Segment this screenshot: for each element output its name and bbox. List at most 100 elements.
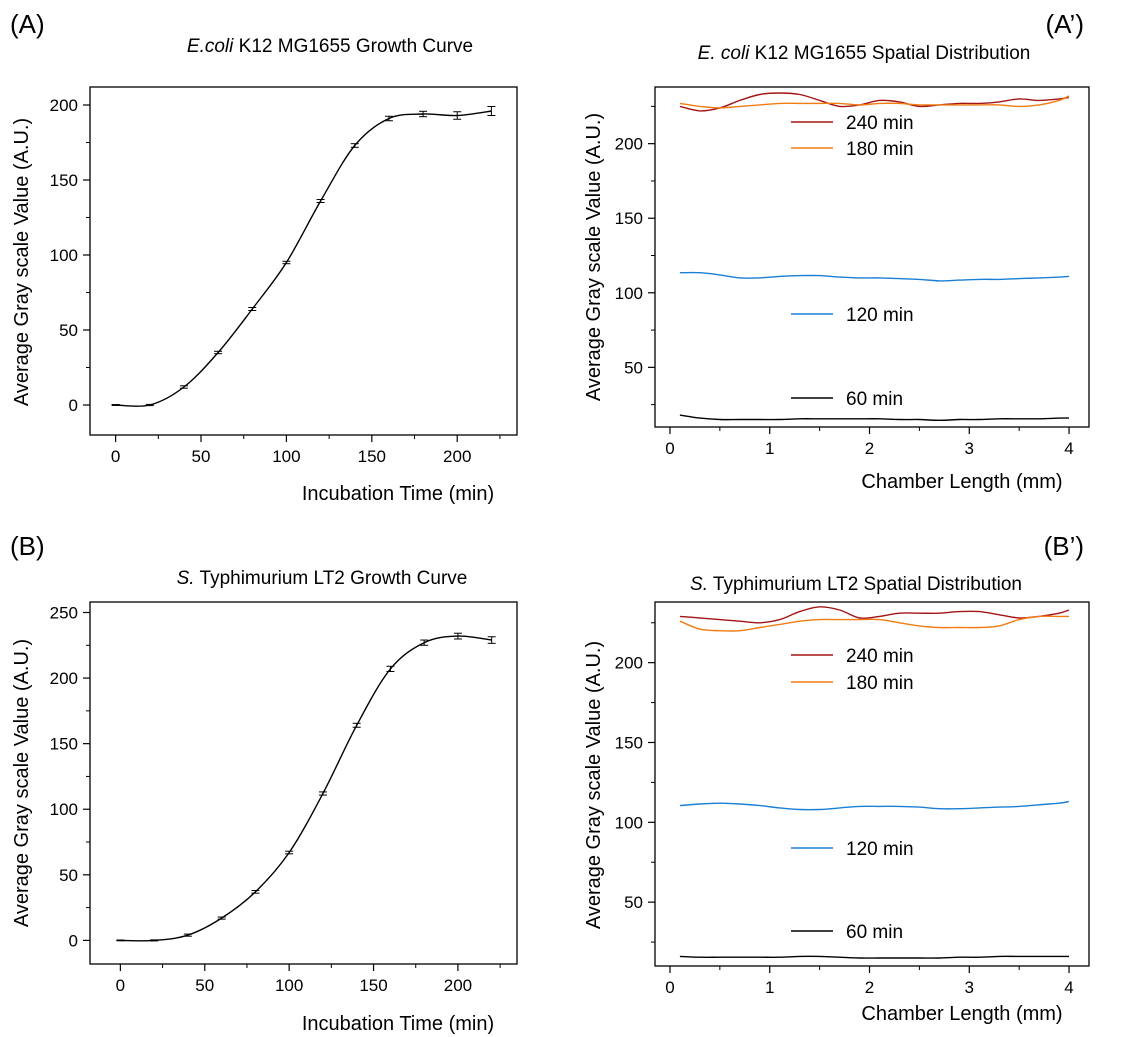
error-bar — [419, 110, 428, 118]
error-bar — [217, 916, 226, 920]
panel-label: (A’) — [1045, 9, 1084, 39]
series-line — [679, 95, 1070, 109]
x-tick-label: 150 — [358, 447, 386, 466]
chart-title-rest: K12 MG1655 Spatial Distribution — [749, 43, 1030, 64]
error-bar — [116, 939, 125, 942]
legend-label: 60 min — [846, 922, 903, 943]
chart-title-rest: K12 MG1655 Growth Curve — [233, 36, 473, 57]
y-tick-label: 50 — [624, 358, 643, 377]
error-bar — [248, 307, 257, 311]
y-tick-label: 150 — [50, 171, 78, 190]
x-tick-label: 50 — [192, 447, 211, 466]
chart-title-italic: E.coli — [187, 36, 234, 57]
series-line — [679, 800, 1070, 811]
x-tick-label: 0 — [665, 439, 674, 458]
legend-label: 60 min — [846, 389, 903, 410]
y-tick-label: 200 — [50, 669, 78, 688]
chart-title-rest: Typhimurium LT2 Growth Curve — [195, 568, 468, 589]
series-line — [679, 606, 1070, 624]
x-tick-label: 50 — [195, 976, 214, 995]
chart-title: E.coli K12 MG1655 Growth Curve — [187, 36, 473, 57]
error-bar — [384, 115, 393, 122]
x-axis-title: Incubation Time (min) — [302, 483, 494, 505]
x-tick-label: 2 — [865, 978, 874, 997]
error-bar — [285, 850, 294, 855]
legend-label: 120 min — [846, 839, 914, 860]
x-tick-label: 1 — [765, 978, 774, 997]
chart-title-italic: S. — [690, 574, 708, 595]
y-tick-label: 100 — [50, 246, 78, 265]
chart-title: E. coli K12 MG1655 Spatial Distribution — [698, 43, 1031, 64]
error-bar — [487, 636, 496, 644]
series-line — [679, 615, 1069, 632]
y-tick-label: 250 — [50, 603, 78, 622]
y-tick-label: 100 — [615, 284, 643, 303]
error-bar — [145, 403, 154, 407]
error-bar — [111, 404, 120, 406]
y-tick-label: 200 — [50, 96, 78, 115]
y-tick-label: 0 — [69, 396, 78, 415]
y-tick-label: 0 — [69, 931, 78, 950]
error-bar — [251, 890, 260, 894]
chart-title: S. Typhimurium LT2 Spatial Distribution — [690, 574, 1022, 595]
x-tick-label: 4 — [1064, 978, 1073, 997]
series-line — [120, 635, 492, 942]
panel-label: (B’) — [1044, 531, 1084, 561]
legend-label: 240 min — [846, 113, 914, 134]
plot-frame — [89, 86, 518, 436]
y-tick-label: 200 — [615, 654, 643, 673]
error-bar — [386, 665, 395, 673]
x-tick-label: 3 — [965, 439, 974, 458]
chart-title-rest: Typhimurium LT2 Spatial Distribution — [708, 574, 1022, 595]
chart-panel: (A) E.coli K12 MG1655 Growth Curve 0 50 100 1… — [10, 9, 518, 505]
legend-label: 120 min — [846, 305, 914, 326]
x-tick-label: 100 — [272, 447, 300, 466]
error-bar — [318, 791, 327, 796]
error-bar — [179, 385, 188, 389]
x-tick-label: 4 — [1064, 439, 1073, 458]
x-axis-title: Chamber Length (mm) — [861, 471, 1062, 493]
x-tick-label: 200 — [443, 447, 471, 466]
legend-label: 180 min — [846, 673, 914, 694]
y-tick-label: 200 — [615, 135, 643, 154]
x-tick-label: 0 — [111, 447, 120, 466]
x-tick-label: 100 — [275, 976, 303, 995]
chart-title: S. Typhimurium LT2 Growth Curve — [177, 568, 468, 589]
y-axis-title: Average Gray scale Value (A.U.) — [11, 118, 33, 406]
series-line — [115, 110, 492, 408]
error-bar — [214, 350, 223, 355]
error-bar — [282, 260, 291, 265]
plot-frame — [654, 601, 1090, 967]
series-line — [679, 955, 1069, 959]
chart-panel: (B’) S. Typhimurium LT2 Spatial Distribut… — [583, 531, 1090, 1025]
series-line — [679, 92, 1070, 112]
error-bar — [352, 722, 361, 728]
series-line — [679, 271, 1070, 282]
error-bar — [150, 939, 159, 942]
y-tick-label: 150 — [50, 735, 78, 754]
error-bar — [453, 632, 462, 640]
series-line — [679, 414, 1070, 422]
x-tick-label: 3 — [965, 978, 974, 997]
y-tick-label: 100 — [50, 800, 78, 819]
y-tick-label: 50 — [59, 321, 78, 340]
y-axis-title: Average Gray scale Value (A.U.) — [583, 113, 605, 401]
y-tick-label: 50 — [59, 866, 78, 885]
error-bar — [350, 143, 359, 148]
error-bar — [316, 199, 325, 203]
y-tick-label: 100 — [615, 813, 643, 832]
error-bar — [420, 639, 429, 646]
plot-frame — [89, 601, 518, 965]
x-tick-label: 200 — [444, 976, 472, 995]
x-tick-label: 0 — [665, 978, 674, 997]
chart-title-italic: E. coli — [698, 43, 751, 64]
chart-panel: (B) S. Typhimurium LT2 Growth Curve 0 50 100… — [10, 531, 518, 1035]
x-tick-label: 1 — [765, 439, 774, 458]
panel-label: (B) — [10, 531, 45, 561]
chart-title-italic: S. — [177, 568, 195, 589]
y-tick-label: 50 — [624, 893, 643, 912]
y-tick-label: 150 — [615, 209, 643, 228]
y-tick-label: 150 — [615, 733, 643, 752]
y-axis-title: Average Gray scale Value (A.U.) — [583, 641, 605, 929]
